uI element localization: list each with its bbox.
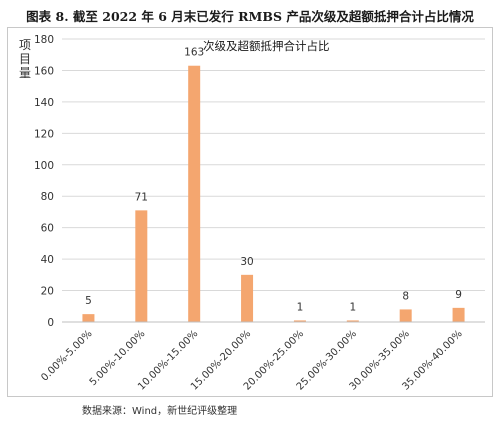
bar-value-label: 9 bbox=[455, 289, 462, 301]
bars bbox=[82, 65, 465, 322]
bar-chart: 0 20 40 60 80 100 120 140 160 180 5 71 163 30 1 1 8 9 0.… bbox=[19, 34, 485, 393]
y-tick-label: 120 bbox=[34, 128, 54, 140]
bar-2 bbox=[135, 210, 148, 322]
data-labels: 5 71 163 30 1 1 8 9 bbox=[85, 47, 462, 314]
bar-value-label: 30 bbox=[240, 256, 253, 268]
gridlines bbox=[62, 38, 485, 292]
bar-value-label: 8 bbox=[402, 290, 409, 302]
x-axis-ticks: 0.00%-5.00%5.00%-10.00%10.00%-15.00%15.0… bbox=[39, 328, 464, 392]
y-tick-label: 0 bbox=[47, 317, 54, 329]
data-source-note: 数据来源：Wind，新世纪评级整理 bbox=[82, 406, 238, 417]
bar-5 bbox=[293, 320, 306, 322]
y-tick-label: 180 bbox=[34, 34, 54, 46]
chart-frame bbox=[7, 27, 493, 397]
bar-7 bbox=[399, 309, 412, 322]
bar-value-label: 163 bbox=[184, 47, 204, 59]
y-tick-label: 20 bbox=[41, 286, 54, 298]
bar-8 bbox=[452, 307, 465, 322]
bar-value-label: 71 bbox=[135, 191, 148, 203]
bar-4 bbox=[241, 274, 254, 322]
y-tick-label: 160 bbox=[34, 65, 54, 77]
y-tick-label: 80 bbox=[41, 191, 54, 203]
x-tick-label: 5.00%-10.00% bbox=[88, 328, 148, 388]
chart-title: 次级及超额抵押合计占比 bbox=[203, 39, 330, 53]
bar-3 bbox=[188, 65, 201, 322]
y-axis-ticks: 0 20 40 60 80 100 120 140 160 180 bbox=[34, 34, 54, 329]
bar-1 bbox=[82, 314, 95, 322]
y-tick-label: 60 bbox=[41, 223, 54, 235]
y-axis-label: 项目量 bbox=[19, 38, 31, 80]
y-tick-label: 100 bbox=[34, 160, 54, 172]
y-tick-label: 40 bbox=[41, 254, 54, 266]
bar-value-label: 1 bbox=[297, 301, 304, 313]
figure-caption: 图表 8. 截至 2022 年 6 月末已发行 RMBS 产品次级及超额抵押合计… bbox=[26, 9, 474, 24]
bar-6 bbox=[346, 320, 359, 322]
y-tick-label: 140 bbox=[34, 97, 54, 109]
x-tick-label: 35.00%-40.00% bbox=[400, 328, 464, 392]
bar-value-label: 5 bbox=[85, 295, 92, 307]
x-tick-label: 0.00%-5.00% bbox=[39, 328, 94, 383]
bar-value-label: 1 bbox=[349, 301, 356, 313]
